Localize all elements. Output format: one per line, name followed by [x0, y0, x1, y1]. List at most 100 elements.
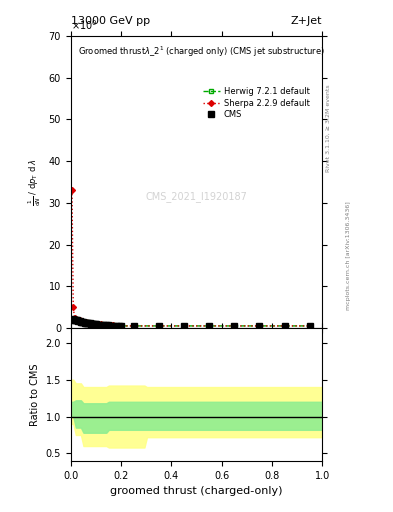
- CMS: [307, 323, 312, 329]
- CMS: [82, 319, 87, 326]
- Sherpa 2.2.9 default: [81, 318, 86, 325]
- CMS: [104, 322, 108, 328]
- Herwig 7.2.1 default: [111, 323, 116, 329]
- Sherpa 2.2.9 default: [73, 316, 78, 322]
- CMS: [96, 322, 101, 328]
- CMS: [87, 321, 92, 327]
- Herwig 7.2.1 default: [99, 322, 103, 328]
- CMS: [86, 320, 91, 326]
- CMS: [75, 317, 79, 324]
- Herwig 7.2.1 default: [108, 322, 113, 328]
- Sherpa 2.2.9 default: [111, 323, 116, 329]
- Text: 13000 GeV pp: 13000 GeV pp: [71, 15, 150, 26]
- CMS: [116, 323, 121, 329]
- Line: Sherpa 2.2.9 default: Sherpa 2.2.9 default: [70, 188, 312, 328]
- CMS: [182, 323, 186, 329]
- Sherpa 2.2.9 default: [90, 321, 94, 327]
- CMS: [101, 322, 106, 328]
- Herwig 7.2.1 default: [82, 319, 87, 325]
- Herwig 7.2.1 default: [73, 316, 78, 323]
- Herwig 7.2.1 default: [232, 323, 237, 329]
- Sherpa 2.2.9 default: [96, 321, 101, 327]
- Sherpa 2.2.9 default: [232, 323, 237, 329]
- Y-axis label: $\frac{1}{\mathrm{d}N}$ / $\mathrm{d}p_\mathrm{T}$ $\mathrm{d}\,\lambda$: $\frac{1}{\mathrm{d}N}$ / $\mathrm{d}p_\…: [27, 158, 43, 205]
- Sherpa 2.2.9 default: [104, 322, 108, 328]
- Herwig 7.2.1 default: [114, 323, 118, 329]
- Sherpa 2.2.9 default: [82, 319, 87, 325]
- Herwig 7.2.1 default: [92, 321, 97, 327]
- Herwig 7.2.1 default: [116, 323, 121, 329]
- Herwig 7.2.1 default: [91, 321, 96, 327]
- CMS: [79, 318, 83, 325]
- Sherpa 2.2.9 default: [182, 323, 186, 329]
- CMS: [232, 323, 237, 329]
- CMS: [88, 321, 93, 327]
- Legend: Herwig 7.2.1 default, Sherpa 2.2.9 default, CMS: Herwig 7.2.1 default, Sherpa 2.2.9 defau…: [200, 84, 313, 122]
- CMS: [106, 323, 111, 329]
- Herwig 7.2.1 default: [119, 323, 123, 329]
- Herwig 7.2.1 default: [70, 316, 74, 323]
- Herwig 7.2.1 default: [282, 323, 287, 329]
- CMS: [80, 319, 84, 325]
- Sherpa 2.2.9 default: [91, 321, 96, 327]
- CMS: [71, 316, 75, 323]
- Text: mcplots.cern.ch [arXiv:1306.3436]: mcplots.cern.ch [arXiv:1306.3436]: [346, 202, 351, 310]
- CMS: [83, 319, 88, 326]
- Herwig 7.2.1 default: [104, 322, 108, 328]
- CMS: [90, 321, 94, 327]
- Sherpa 2.2.9 default: [108, 322, 113, 328]
- Sherpa 2.2.9 default: [77, 317, 82, 324]
- Sherpa 2.2.9 default: [79, 318, 83, 324]
- Sherpa 2.2.9 default: [106, 322, 111, 328]
- Sherpa 2.2.9 default: [70, 187, 74, 194]
- Herwig 7.2.1 default: [156, 323, 161, 329]
- Sherpa 2.2.9 default: [72, 314, 77, 321]
- CMS: [91, 321, 96, 327]
- Herwig 7.2.1 default: [182, 323, 186, 329]
- Herwig 7.2.1 default: [80, 318, 84, 325]
- CMS: [108, 323, 113, 329]
- Herwig 7.2.1 default: [257, 323, 262, 329]
- Sherpa 2.2.9 default: [80, 318, 84, 325]
- Sherpa 2.2.9 default: [92, 321, 97, 327]
- Herwig 7.2.1 default: [90, 321, 94, 327]
- Sherpa 2.2.9 default: [156, 323, 161, 329]
- Sherpa 2.2.9 default: [86, 319, 91, 326]
- CMS: [99, 322, 103, 328]
- Text: Z+Jet: Z+Jet: [291, 15, 322, 26]
- Herwig 7.2.1 default: [76, 317, 81, 324]
- CMS: [257, 323, 262, 329]
- Text: $\times 10^0$: $\times 10^0$: [71, 18, 97, 32]
- Herwig 7.2.1 default: [101, 322, 106, 328]
- Y-axis label: Ratio to CMS: Ratio to CMS: [30, 363, 40, 425]
- Sherpa 2.2.9 default: [75, 316, 79, 323]
- CMS: [156, 323, 161, 329]
- CMS: [77, 318, 82, 325]
- Herwig 7.2.1 default: [86, 319, 91, 326]
- Herwig 7.2.1 default: [81, 319, 86, 325]
- Herwig 7.2.1 default: [79, 318, 83, 325]
- Sherpa 2.2.9 default: [257, 323, 262, 329]
- CMS: [81, 319, 86, 326]
- Sherpa 2.2.9 default: [76, 317, 81, 323]
- CMS: [92, 321, 97, 327]
- Sherpa 2.2.9 default: [282, 323, 287, 329]
- Herwig 7.2.1 default: [94, 321, 98, 327]
- Herwig 7.2.1 default: [83, 319, 88, 326]
- Herwig 7.2.1 default: [72, 316, 77, 323]
- CMS: [111, 323, 116, 329]
- CMS: [73, 317, 78, 323]
- CMS: [85, 320, 90, 326]
- Sherpa 2.2.9 default: [71, 304, 75, 310]
- Sherpa 2.2.9 default: [119, 323, 123, 329]
- Sherpa 2.2.9 default: [85, 319, 90, 326]
- CMS: [76, 318, 81, 324]
- Herwig 7.2.1 default: [131, 323, 136, 329]
- Text: Groomed thrust$\lambda\_2^1$ (charged only) (CMS jet substructure): Groomed thrust$\lambda\_2^1$ (charged on…: [78, 45, 325, 59]
- Herwig 7.2.1 default: [307, 323, 312, 329]
- CMS: [207, 323, 211, 329]
- Sherpa 2.2.9 default: [87, 320, 92, 326]
- Herwig 7.2.1 default: [75, 317, 79, 323]
- Sherpa 2.2.9 default: [131, 323, 136, 329]
- CMS: [131, 323, 136, 329]
